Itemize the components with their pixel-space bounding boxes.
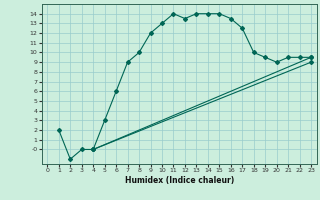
X-axis label: Humidex (Indice chaleur): Humidex (Indice chaleur) — [124, 176, 234, 185]
